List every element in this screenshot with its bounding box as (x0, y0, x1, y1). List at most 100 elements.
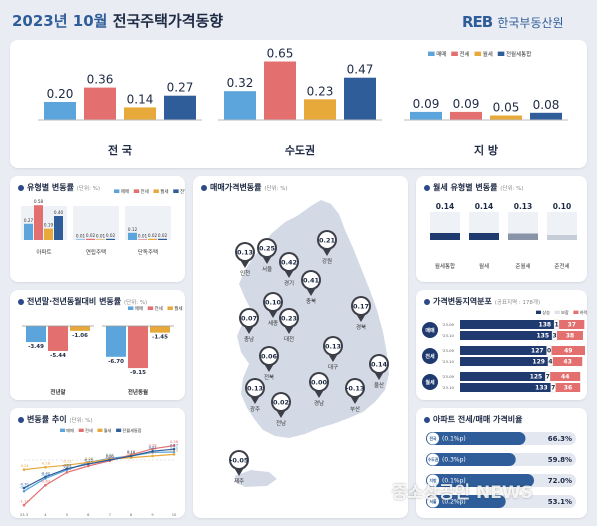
data-label: -0.18 (41, 462, 51, 466)
tick-label: 10 (172, 513, 177, 517)
by-type-chart: 매매전세월세전월세통합0.270.580.190.40아파트0.010.020.… (21, 188, 185, 256)
bar (164, 95, 196, 120)
pin-region: 충북 (306, 297, 316, 305)
bar (430, 233, 460, 240)
data-label: 38 (566, 333, 574, 340)
legend-swatch (78, 428, 84, 432)
category-label: 수도권 (285, 144, 315, 157)
pin-value: 0.13 (237, 249, 253, 257)
jeonse-ratio-title: 아파트 전세/매매 가격비율 (424, 414, 522, 425)
data-label: 0.02 (158, 233, 168, 238)
series-point (86, 462, 90, 466)
category-label: 아파트 (36, 248, 51, 256)
series-point (172, 444, 176, 447)
bar (128, 232, 137, 240)
bar (410, 111, 442, 120)
bullet-icon (201, 185, 207, 191)
bar (150, 326, 170, 333)
pin-inner (273, 394, 289, 410)
data-label: -0.06 (84, 457, 94, 461)
page-title-year: 2023년 10월 (12, 12, 108, 30)
group-label: 월세 (425, 379, 435, 386)
group-badge (422, 348, 438, 364)
data-label: 127 (531, 348, 544, 355)
tick-label: 4 (44, 513, 47, 517)
bullet-icon (18, 417, 24, 423)
bar (530, 112, 562, 120)
logo-mark: REB (462, 13, 493, 31)
data-label: 0.47 (347, 63, 374, 77)
legend-label: 월세 (174, 305, 182, 312)
legend-label: 보합 (561, 309, 569, 315)
region-label: 수도권 (428, 457, 439, 462)
bar-fill (426, 432, 526, 445)
series-point (44, 483, 47, 487)
category-label: 전년말 (50, 388, 65, 396)
data-label: 0.08 (533, 98, 560, 112)
legend-swatch (116, 428, 122, 432)
pin-inner (231, 452, 247, 468)
bar (34, 205, 43, 240)
bar (48, 326, 68, 352)
data-label: 135 (537, 333, 550, 340)
data-label: 43 (563, 359, 571, 366)
pin-inner (259, 240, 275, 256)
bar (54, 216, 63, 240)
legend-label: 전월세통합 (180, 188, 185, 195)
bar (450, 111, 482, 120)
panel-jeonse-ratio: 아파트 전세/매매 가격비율 전국 (0.1%p) 66.3% 수도권 (0.3%p) 5… (416, 408, 587, 518)
bar-down (559, 320, 585, 329)
page-title: 2023년 10월 전국주택가격동향 (12, 10, 223, 31)
data-label: 0.36 (87, 73, 114, 87)
data-label: -0.06 (84, 457, 94, 461)
legend-swatch (554, 310, 560, 314)
group-badge (422, 322, 438, 338)
pin-region: 세종 (268, 319, 278, 327)
legend-label: 전월세통합 (122, 427, 141, 434)
series-point (22, 486, 26, 490)
tick-label: 5 (66, 513, 68, 517)
bar-flat (547, 356, 554, 367)
data-label: -0.25 (62, 465, 71, 469)
bar (84, 87, 116, 120)
pin-inner (371, 356, 387, 372)
change-label: (0.3%p) (442, 457, 466, 464)
pin-inner (311, 374, 327, 390)
data-label: 53.1% (548, 498, 572, 506)
data-label: 0.14 (436, 202, 455, 211)
data-label: 0.02 (106, 454, 114, 458)
cumulative-chart: 매매 전세 월세 -3.49 -5.44 -1.06 전년말 -6.70 -9.15 -1.45 전… (22, 305, 183, 396)
bar (26, 326, 46, 343)
pin-value: -0.13 (346, 385, 365, 393)
trend-chart: 매매전세월세전월세통합-0.78-0.46-0.25-0.060.040.100… (19, 427, 178, 517)
series-point (22, 468, 26, 471)
bar (158, 238, 167, 240)
data-label: -9.15 (130, 370, 146, 376)
legend-swatch (60, 428, 66, 432)
data-label: 0.02 (148, 233, 158, 238)
bar (24, 223, 33, 240)
jeonse-ratio-chart: 전국 (0.1%p) 66.3% 수도권 (0.3%p) 59.8% 지방 (0.1%p) 72… (426, 432, 576, 508)
pin-value: 0.00 (311, 379, 328, 387)
series-point (65, 471, 69, 474)
data-label: -0.10 (84, 459, 94, 463)
legend-label: 전세 (141, 188, 149, 195)
series-point (44, 475, 47, 479)
category-label: 월세 (479, 262, 489, 270)
cumulative-title: 전년말·전년동월대비 변동률 (단위: %) (18, 296, 147, 307)
legend-swatch (147, 306, 154, 310)
panel-cumulative: 전년말·전년동월대비 변동률 (단위: %) 매매 전세 월세 -3.49 -5.44 -… (10, 290, 185, 400)
bar (138, 239, 147, 240)
panel-by-type: 유형별 변동률 (단위: %) 매매 전세 월세 전월세통합 0.27 0.58 0.19 0… (10, 176, 185, 282)
change-label: (0.1%p) (442, 478, 466, 485)
data-label: 44 (561, 374, 569, 381)
group-label: 매매 (425, 327, 435, 334)
data-label: 0 (547, 348, 551, 355)
bar (469, 233, 499, 240)
bar (490, 115, 522, 120)
page-title-main: 전국주택가격동향 (112, 12, 224, 30)
bar-down (552, 357, 583, 366)
logo-text: 한국부동산원 (497, 16, 564, 30)
header: 2023년 10월 전국주택가격동향 REB 한국부동산원 (0, 0, 597, 40)
